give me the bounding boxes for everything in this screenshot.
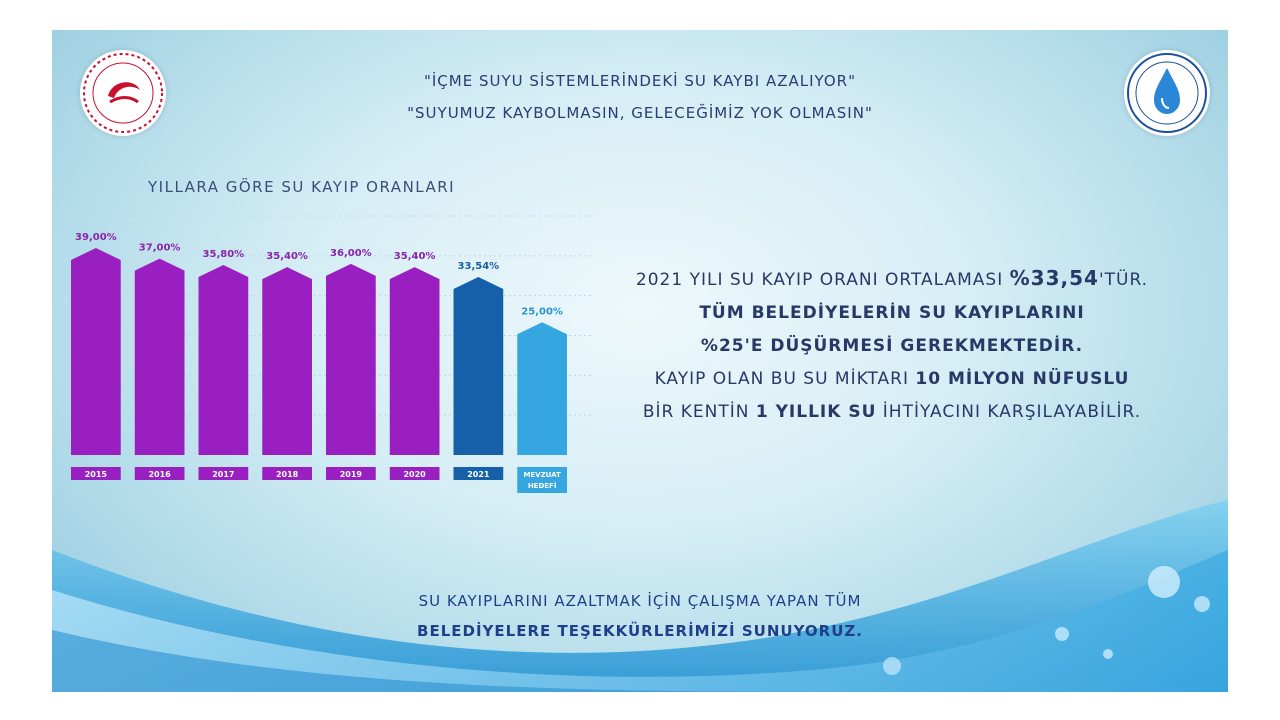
info-yearly-value: 1 YILLIK SU (755, 402, 877, 422)
water-bubble (1055, 627, 1069, 641)
water-wave-decoration (52, 500, 1228, 692)
info-line-5-post: İHTİYACINI KARŞILAYABİLİR. (876, 402, 1142, 422)
bar-2021 (453, 276, 504, 455)
category-label: 2020 (403, 470, 426, 479)
category-tag (453, 467, 504, 480)
info-line-3-text: %25'E DÜŞÜRMESİ GEREKMEKTEDİR. (700, 336, 1084, 356)
info-text-block: 2021 YILI SU KAYIP ORANI ORTALAMASI %33,… (592, 262, 1192, 429)
bar-2018 (262, 267, 312, 455)
data-label: 39,00% (75, 232, 117, 243)
category-tag (326, 467, 376, 480)
info-line-5: BİR KENTİN 1 YILLIK SU İHTİYACINI KARŞIL… (592, 396, 1192, 429)
water-drop-seal-icon (1124, 50, 1210, 136)
info-line-1-post: 'TÜR. (1098, 270, 1149, 290)
bar-2019 (326, 263, 376, 455)
infographic-panel: "İÇME SUYU SİSTEMLERİNDEKİ SU KAYBI AZAL… (52, 30, 1228, 692)
data-label: 36,00% (330, 248, 372, 259)
ministry-emblem-icon (80, 50, 166, 136)
category-label: HEDEFİ (528, 481, 557, 490)
data-label: 35,80% (203, 249, 245, 260)
footer-line-1: SU KAYIPLARINI AZALTMAK İÇİN ÇALIŞMA YAP… (418, 592, 862, 610)
info-average-value: %33,54 (1009, 266, 1099, 290)
info-line-4-pre: KAYIP OLAN BU SU MİKTARI (654, 369, 916, 389)
category-tag (389, 467, 440, 480)
bar-2017 (198, 264, 249, 455)
water-loss-bar-chart: 39,00% 2015 37,00% 2016 35,80% 2017 35,40% 2018… (64, 215, 592, 493)
info-line-5-pre: BİR KENTİN (642, 402, 756, 422)
info-line-1-pre: 2021 YILI SU KAYIP ORANI ORTALAMASI (635, 270, 1010, 290)
bar-mevzuat-hedefi̇ (517, 322, 567, 455)
category-label: 2016 (148, 470, 171, 479)
chart-title: YILLARA GÖRE SU KAYIP ORANLARI (148, 178, 456, 196)
chart-gridlines (64, 215, 592, 416)
water-bubble (1103, 649, 1113, 659)
data-label: 37,00% (139, 243, 181, 254)
data-label: 35,40% (266, 251, 308, 262)
footer-message: SU KAYIPLARINI AZALTMAK İÇİN ÇALIŞMA YAP… (52, 586, 1228, 646)
headline-primary: "İÇME SUYU SİSTEMLERİNDEKİ SU KAYBI AZAL… (423, 72, 857, 90)
water-bubble (1194, 596, 1210, 612)
info-line-1: 2021 YILI SU KAYIP ORANI ORTALAMASI %33,… (592, 262, 1192, 297)
category-tag (517, 467, 567, 493)
category-label: 2019 (340, 470, 363, 479)
info-line-3: %25'E DÜŞÜRMESİ GEREKMEKTEDİR. (592, 330, 1192, 363)
category-tag (198, 467, 249, 480)
info-line-2-text: TÜM BELEDİYELERİN SU KAYIPLARINI (699, 303, 1085, 323)
info-population-value: 10 MİLYON NÜFUSLU (915, 369, 1130, 389)
data-label: 35,40% (394, 251, 436, 262)
info-line-2: TÜM BELEDİYELERİN SU KAYIPLARINI (592, 297, 1192, 330)
category-label: MEVZUAT (523, 471, 561, 479)
category-label: 2015 (85, 470, 108, 479)
headline-secondary: "SUYUMUZ KAYBOLMASIN, GELECEĞİMİZ YOK OL… (407, 104, 873, 122)
water-bubble (883, 657, 901, 675)
data-label: 33,54% (458, 261, 500, 272)
bar-2016 (134, 258, 185, 455)
category-tag (71, 467, 121, 480)
bar-2020 (389, 267, 440, 455)
data-label: 25,00% (521, 306, 563, 317)
info-line-4: KAYIP OLAN BU SU MİKTARI 10 MİLYON NÜFUS… (592, 363, 1192, 396)
water-bubble (1148, 566, 1180, 598)
bar-2015 (71, 248, 121, 455)
category-label: 2017 (212, 470, 234, 479)
category-label: 2018 (276, 470, 299, 479)
category-label: 2021 (467, 470, 490, 479)
category-tag (134, 467, 185, 480)
footer-line-2: BELEDİYELERE TEŞEKKÜRLERİMİZİ SUNUYORUZ. (417, 622, 863, 640)
category-tag (262, 467, 312, 480)
